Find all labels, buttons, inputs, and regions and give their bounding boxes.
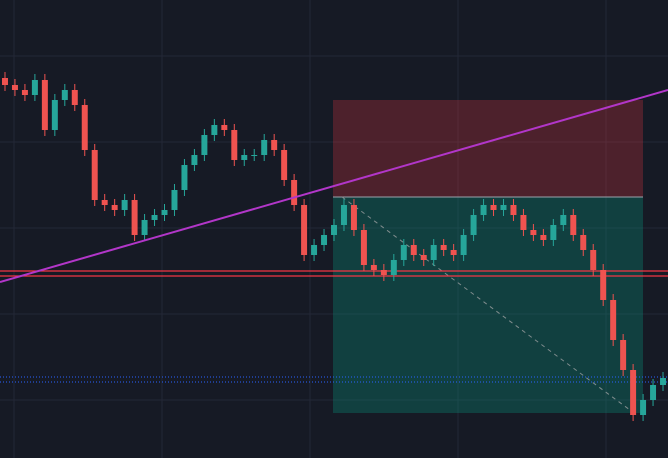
candle-body [580, 235, 587, 250]
candle-body [91, 150, 98, 200]
target-zone [333, 197, 643, 413]
candle-body [141, 220, 148, 235]
candle-body [530, 230, 537, 235]
candle-body [171, 190, 178, 210]
candle-body [660, 378, 667, 385]
stop-zone [333, 100, 643, 197]
candle-body [1, 78, 8, 85]
candle-body [251, 155, 258, 156]
candle-body [31, 80, 38, 95]
candle-body [430, 245, 437, 260]
candle-body [490, 205, 497, 210]
candle-body [11, 85, 18, 90]
candle-body [480, 205, 487, 215]
candle-body [151, 215, 158, 220]
candle-body [520, 215, 527, 230]
candle-body [410, 245, 417, 255]
candle-body [350, 205, 357, 230]
candle-body [191, 155, 198, 165]
candle-body [261, 140, 268, 155]
candle-body [650, 385, 657, 400]
candle-body [41, 80, 48, 130]
candle-body [640, 400, 647, 415]
candle-body [241, 155, 248, 160]
candle-body [460, 235, 467, 255]
candle-body [201, 135, 208, 155]
candle-body [311, 245, 318, 255]
candle-body [370, 265, 377, 270]
candle-body [331, 225, 337, 235]
candle-body [121, 200, 128, 210]
trend-line [0, 89, 668, 283]
candle-body [321, 235, 328, 245]
candle-body [71, 90, 78, 105]
candle-body [600, 270, 607, 300]
candle-body [81, 105, 88, 150]
candle-body [390, 260, 397, 275]
candle-body [590, 250, 597, 270]
candle-body [21, 90, 28, 95]
candle-body [271, 140, 278, 150]
candle-body [550, 225, 557, 240]
candle-body [570, 215, 577, 235]
candle-body [281, 150, 288, 180]
candle-body [131, 200, 138, 235]
candle-body [231, 130, 238, 160]
candle-body [450, 250, 457, 255]
candle-body [360, 230, 367, 265]
candle-body [500, 205, 507, 210]
candle-body [181, 165, 188, 190]
candles [1, 72, 667, 421]
candle-body [540, 235, 547, 240]
candle-body [221, 125, 228, 130]
candle-body [301, 205, 308, 255]
candle-body [510, 205, 517, 215]
candle-body [291, 180, 298, 205]
candle-body [610, 300, 617, 340]
candle-body [420, 255, 427, 260]
candle-body [111, 205, 118, 210]
candle-body [380, 270, 387, 275]
candle-body [51, 100, 58, 130]
candle-body [340, 205, 347, 225]
candle-body [101, 200, 108, 205]
candle-body [211, 125, 218, 135]
candle-body [470, 215, 477, 235]
candle-body [620, 340, 627, 370]
candle-body [61, 90, 68, 100]
candle-body [560, 215, 567, 225]
candle-body [630, 370, 637, 415]
candle-body [400, 245, 407, 260]
candle-body [440, 245, 447, 250]
candle-body [161, 210, 168, 215]
